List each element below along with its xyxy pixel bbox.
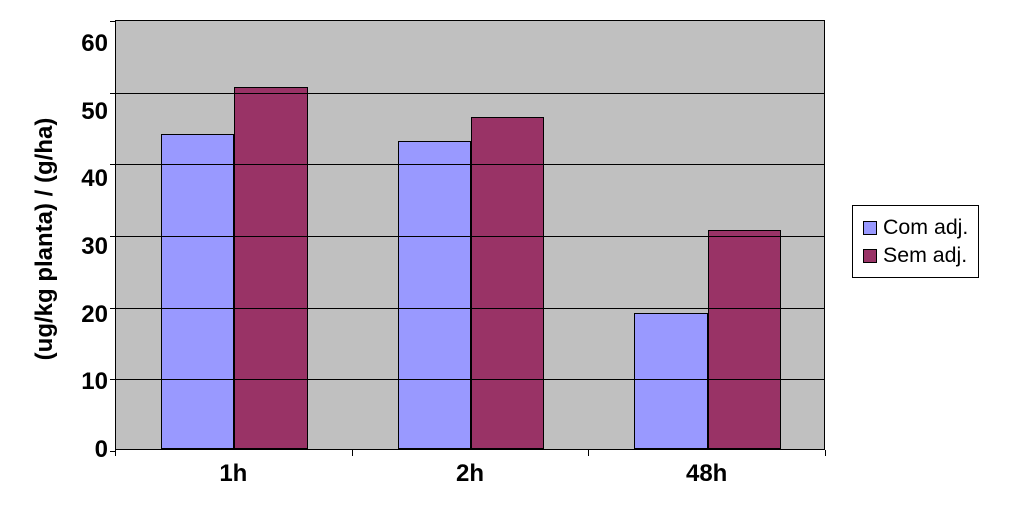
legend-label: Sem adj. [883,243,967,268]
gridline [116,379,824,380]
x-tick-label: 1h [219,460,247,488]
y-axis-label: (ug/kg planta) / (g/ha) [31,114,59,364]
y-tick-label: 10 [70,370,108,394]
bars-layer [116,21,824,449]
legend-swatch [863,221,877,235]
bar [708,230,781,449]
y-tick-mark [110,21,116,22]
y-axis-ticks: 0102030405060 [70,20,108,450]
x-tick-mark [115,450,116,456]
y-tick-mark [110,236,116,237]
x-tick-mark [352,450,353,456]
gridline [116,236,824,237]
bar [471,117,544,449]
y-tick-label: 40 [70,167,108,191]
legend-item: Sem adj. [863,243,968,268]
y-tick-mark [110,379,116,380]
y-tick-label: 20 [70,303,108,327]
y-tick-mark [110,93,116,94]
legend: Com adj. Sem adj. [852,205,979,278]
x-tick-label: 2h [456,460,484,488]
y-tick-label: 30 [70,235,108,259]
x-tick-label: 48h [686,460,727,488]
gridline [116,308,824,309]
gridline [116,93,824,94]
bar [398,141,471,449]
y-tick-label: 0 [70,438,108,462]
y-tick-mark [110,308,116,309]
legend-item: Com adj. [863,215,968,240]
bar [161,134,234,449]
gridline [116,164,824,165]
y-tick-label: 50 [70,100,108,124]
bar [634,313,707,449]
legend-label: Com adj. [883,215,968,240]
y-tick-label: 60 [70,32,108,56]
x-tick-mark [825,450,826,456]
x-tick-mark [588,450,589,456]
bar [234,87,307,449]
plot-area [115,20,825,450]
y-tick-mark [110,164,116,165]
legend-swatch [863,249,877,263]
